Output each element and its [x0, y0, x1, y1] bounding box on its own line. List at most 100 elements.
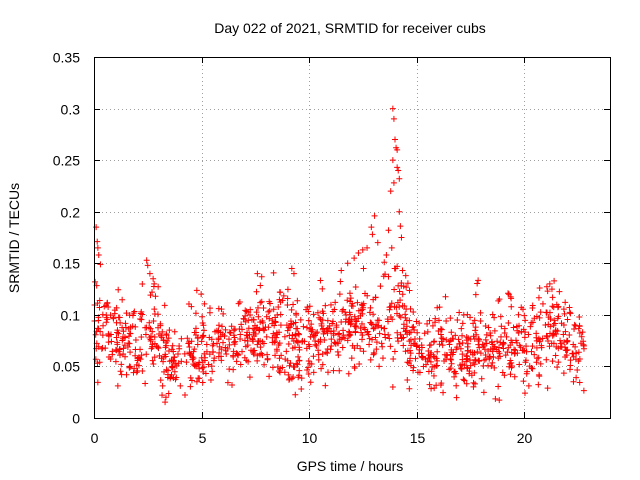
- data-point: [385, 227, 392, 234]
- data-point: [567, 310, 574, 317]
- data-point: [159, 382, 166, 389]
- data-point: [536, 285, 543, 292]
- data-point: [508, 359, 515, 366]
- data-point: [151, 334, 158, 341]
- data-point: [264, 351, 271, 358]
- y-tick-label: 0.1: [61, 308, 81, 324]
- data-point: [459, 320, 466, 327]
- data-point: [454, 317, 461, 324]
- data-point: [133, 369, 140, 376]
- data-point: [220, 339, 226, 346]
- data-point: [542, 321, 549, 328]
- data-point: [260, 340, 267, 347]
- data-point: [404, 376, 411, 383]
- data-point: [482, 322, 489, 329]
- data-point: [285, 324, 292, 331]
- data-point: [476, 344, 483, 351]
- data-point: [454, 344, 461, 351]
- data-point: [336, 291, 343, 298]
- data-point: [575, 357, 582, 364]
- data-point: [545, 321, 552, 328]
- data-point: [533, 344, 540, 351]
- data-point: [519, 347, 526, 354]
- data-point: [457, 365, 464, 372]
- data-point: [438, 380, 445, 387]
- x-tick-labels: 0 5 10 15 20: [91, 430, 533, 446]
- data-point: [185, 340, 192, 347]
- data-point: [550, 304, 557, 311]
- data-point: [388, 244, 395, 251]
- data-point: [277, 311, 284, 318]
- data-point: [220, 310, 227, 317]
- data-point: [472, 357, 479, 364]
- data-point: [560, 370, 567, 377]
- data-point: [151, 306, 158, 313]
- data-point: [289, 331, 296, 338]
- data-point: [498, 323, 505, 330]
- data-point: [471, 317, 478, 324]
- data-point: [549, 303, 556, 310]
- data-point: [206, 351, 213, 358]
- data-point: [339, 308, 346, 315]
- y-tick-label: 0.35: [53, 50, 80, 66]
- data-point: [237, 361, 244, 368]
- data-point: [269, 364, 276, 371]
- data-point: [193, 287, 200, 294]
- data-point: [92, 331, 99, 338]
- data-point: [543, 356, 550, 363]
- data-point: [137, 315, 144, 322]
- data-point: [183, 359, 190, 366]
- data-point: [471, 369, 478, 376]
- data-point: [123, 371, 130, 378]
- data-point: [457, 345, 464, 352]
- x-tick-label: 20: [517, 430, 533, 446]
- data-point: [286, 376, 293, 383]
- data-point: [416, 350, 423, 357]
- data-point: [219, 331, 226, 338]
- data-point: [558, 320, 565, 327]
- data-point: [573, 374, 580, 381]
- data-point: [209, 349, 216, 356]
- data-point: [452, 370, 459, 377]
- data-point: [199, 359, 206, 366]
- data-point: [209, 368, 216, 375]
- data-point: [258, 273, 265, 280]
- data-point: [472, 291, 479, 298]
- data-point: [495, 355, 502, 362]
- data-point: [386, 335, 393, 342]
- data-point: [279, 364, 286, 371]
- data-point: [394, 299, 401, 306]
- data-point: [442, 293, 449, 300]
- data-point: [438, 338, 445, 345]
- data-point: [119, 296, 126, 303]
- data-point: [147, 336, 154, 343]
- data-point: [200, 368, 207, 375]
- data-point: [163, 342, 170, 349]
- data-point: [466, 357, 473, 364]
- data-point: [483, 331, 490, 338]
- data-point: [265, 324, 272, 331]
- data-point: [543, 332, 550, 339]
- data-point: [550, 322, 557, 329]
- data-point: [336, 336, 343, 343]
- data-point: [431, 363, 438, 370]
- data-point: [496, 350, 503, 357]
- data-point: [464, 347, 471, 354]
- data-point: [474, 348, 481, 355]
- data-point: [465, 335, 472, 342]
- data-point: [403, 323, 410, 330]
- data-point: [523, 348, 530, 355]
- data-point: [306, 343, 313, 350]
- data-point: [390, 356, 397, 363]
- data-point: [349, 303, 356, 310]
- data-point: [109, 348, 116, 355]
- data-point: [552, 352, 559, 359]
- data-point: [96, 304, 103, 311]
- data-point: [186, 350, 193, 357]
- data-point: [260, 305, 267, 312]
- data-point: [427, 341, 434, 348]
- data-point: [511, 373, 518, 380]
- data-point: [502, 352, 509, 359]
- data-point: [307, 379, 314, 386]
